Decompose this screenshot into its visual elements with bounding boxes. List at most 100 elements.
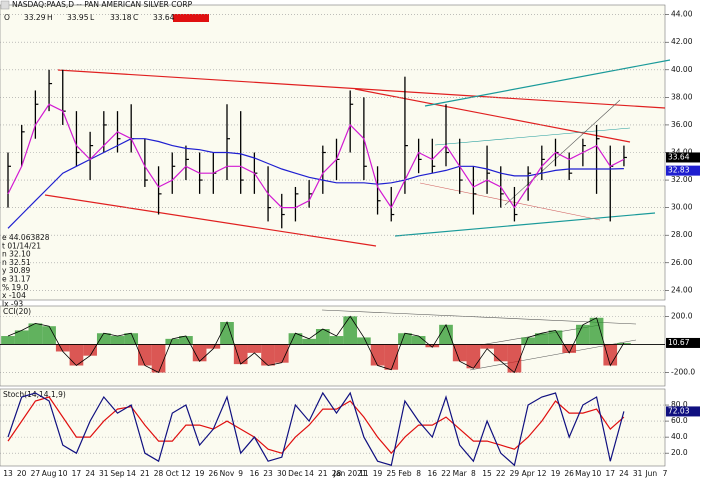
x-tick-label: May <box>575 469 591 478</box>
info-text: n 32.51 <box>2 258 31 267</box>
cci-bar <box>576 324 590 345</box>
trend-line <box>354 88 631 143</box>
cci-bar <box>521 337 535 345</box>
cci-bar <box>274 344 289 363</box>
cci-bar <box>83 344 97 356</box>
trend-line <box>434 127 631 146</box>
cci-bar <box>69 344 84 366</box>
chart-title: NASDAQ:PAAS,D -- PAN AMERICAN SILVER COR… <box>12 0 193 9</box>
x-tick-label: 22 <box>441 469 451 478</box>
menu-icon[interactable] <box>0 0 10 10</box>
x-tick-label: 9 <box>238 469 243 478</box>
x-tick-label: 15 <box>482 469 492 478</box>
cci-bar <box>315 329 330 345</box>
cci-bar <box>179 336 193 345</box>
trend-line <box>57 69 666 109</box>
cci-bar <box>507 344 522 373</box>
x-tick-label: 20 <box>17 469 27 478</box>
cci-bar <box>55 344 70 352</box>
x-tick-label: 26 <box>209 469 219 478</box>
y-tick-label: 32.00 <box>671 175 693 184</box>
price-panel <box>0 4 666 301</box>
y-tick-label: 60.0 <box>671 416 688 425</box>
panel-label: Stoch(14,14,1,9) <box>3 390 66 399</box>
cci-bar <box>439 324 453 345</box>
y-tick-label: 34.00 <box>671 148 693 157</box>
cci-bar <box>425 344 440 348</box>
cci-bar <box>138 344 152 366</box>
panel-label: CCI(20) <box>3 307 31 316</box>
moving-average <box>7 138 624 229</box>
change-box <box>173 14 209 22</box>
last-value-label: 33.64 <box>668 152 690 161</box>
x-tick-label: 14 <box>304 469 314 478</box>
x-tick-label: Dec <box>288 469 303 478</box>
cci-bar <box>110 336 125 345</box>
x-tick-label: 12 <box>537 469 547 478</box>
info-text: y 30.89 <box>2 266 31 275</box>
cci-bar <box>329 336 344 345</box>
x-tick-label: 26 <box>564 469 574 478</box>
x-tick-label: 27 <box>31 469 41 478</box>
cci-bar <box>206 344 221 349</box>
y-tick-label: 28.00 <box>671 230 693 239</box>
cci-bar <box>589 317 604 345</box>
cci-bar <box>233 344 248 365</box>
trend-line <box>44 194 377 247</box>
last-value-box <box>666 152 700 163</box>
x-tick-label: 12 <box>181 469 191 478</box>
x-tick-label: 19 <box>195 469 205 478</box>
x-tick-label: Sep <box>110 469 124 478</box>
cci-bar <box>452 344 467 362</box>
y-tick-label: 20.0 <box>671 448 688 457</box>
stoch-line <box>7 391 625 467</box>
x-tick-label: 31 <box>633 469 643 478</box>
x-tick-label: 23 <box>263 469 273 478</box>
y-tick-label: 30.00 <box>671 203 693 212</box>
cci-bar <box>534 333 549 345</box>
toolbar-label: C <box>133 13 138 22</box>
cci-bar <box>384 344 399 370</box>
cci-bar <box>480 344 494 349</box>
toolbar-value: 33.18 <box>110 13 132 22</box>
x-tick-label: Jun <box>644 469 657 478</box>
trend-line <box>504 99 621 206</box>
toolbar-value: 33.64 <box>153 13 175 22</box>
x-tick-label: 24 <box>85 469 95 478</box>
cci-bar <box>562 344 577 353</box>
info-text: % 19.0 <box>2 283 28 292</box>
y-tick-label: 40.0 <box>671 432 688 441</box>
cci-bar <box>370 344 385 366</box>
last-value-label: 32.83 <box>668 166 690 175</box>
cci-bar <box>28 323 43 345</box>
last-value-box <box>666 406 700 417</box>
cci-bar <box>151 344 166 373</box>
y-tick-label: 44.00 <box>671 10 693 19</box>
x-tick-label: 31 <box>99 469 109 478</box>
cci-line <box>7 315 625 374</box>
cci-bar <box>548 330 563 345</box>
toolbar-label: H <box>47 13 53 22</box>
x-tick-label: 16 <box>428 469 438 478</box>
x-tick-label: 17 <box>605 469 615 478</box>
cci-panel <box>0 305 666 387</box>
cci-bar <box>493 344 508 362</box>
moving-average <box>7 103 625 209</box>
x-tick-label: 10 <box>592 469 602 478</box>
stoch-line <box>7 396 625 455</box>
x-tick-label: 21 <box>140 469 150 478</box>
cci-bar <box>288 333 303 345</box>
y-tick-label: 24.00 <box>671 285 693 294</box>
x-tick-label: 8 <box>416 469 421 478</box>
cci-bar <box>357 337 371 345</box>
x-tick-label: Oct <box>166 469 179 478</box>
toolbar-label: L <box>90 13 95 22</box>
last-value-box <box>666 165 700 176</box>
info-text: lx -93 <box>2 299 23 308</box>
trend-line <box>394 212 656 237</box>
last-value-label: 72.03 <box>668 406 690 415</box>
x-tick-label: 22 <box>496 469 506 478</box>
info-text: n 32.10 <box>2 250 31 259</box>
x-tick-label: 25 <box>386 469 396 478</box>
